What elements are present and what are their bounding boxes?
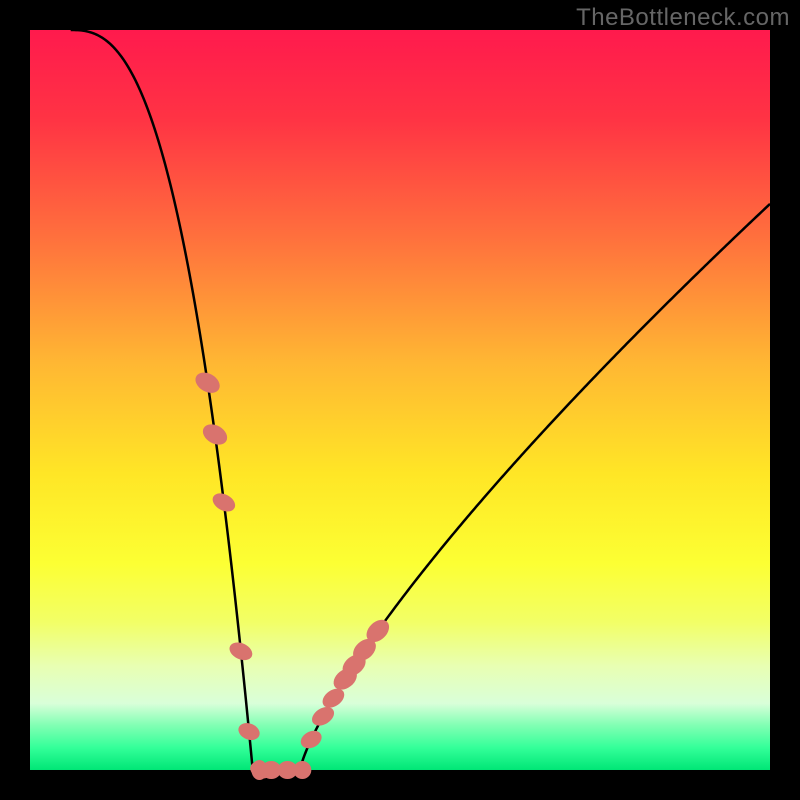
chart-svg <box>0 0 800 800</box>
plot-background <box>30 30 770 770</box>
watermark-text: TheBottleneck.com <box>576 4 790 32</box>
chart-container: TheBottleneck.com <box>0 0 800 800</box>
curve-marker <box>293 761 311 779</box>
